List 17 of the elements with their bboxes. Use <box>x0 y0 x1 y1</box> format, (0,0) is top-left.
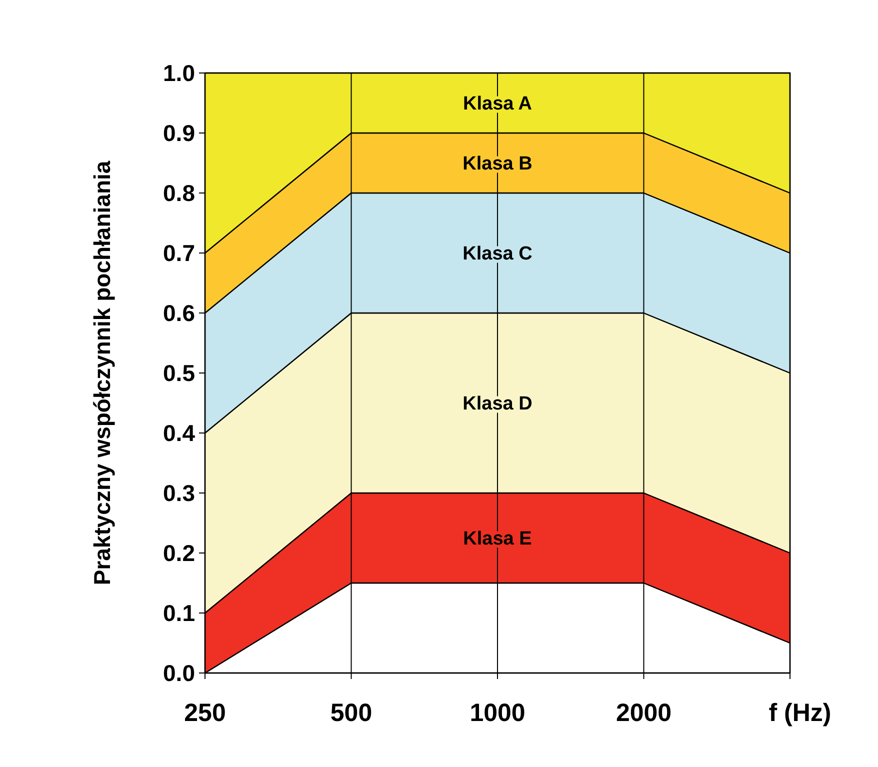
y-tick-label: 1.0 <box>163 60 195 86</box>
y-tick-label: 0.9 <box>163 120 195 146</box>
y-tick-label: 0.2 <box>163 540 195 566</box>
y-tick-label: 0.7 <box>163 240 195 266</box>
y-tick-label: 0.0 <box>163 660 195 686</box>
y-tick-label: 0.6 <box>163 300 195 326</box>
x-tick-label: 1000 <box>470 699 526 727</box>
y-tick-label: 0.8 <box>163 180 196 206</box>
x-tick-label: 250 <box>184 699 226 727</box>
y-axis-title: Praktyczny współczynnik pochłaniania <box>89 160 115 586</box>
x-tick-label: 500 <box>330 699 372 727</box>
y-tick-label: 0.1 <box>163 600 196 626</box>
y-tick-label: 0.4 <box>163 420 196 446</box>
y-tick-label: 0.3 <box>163 480 195 506</box>
y-tick-label: 0.5 <box>163 360 196 386</box>
x-axis-title: f (Hz) <box>768 699 832 727</box>
x-tick-label: 2000 <box>616 699 672 727</box>
